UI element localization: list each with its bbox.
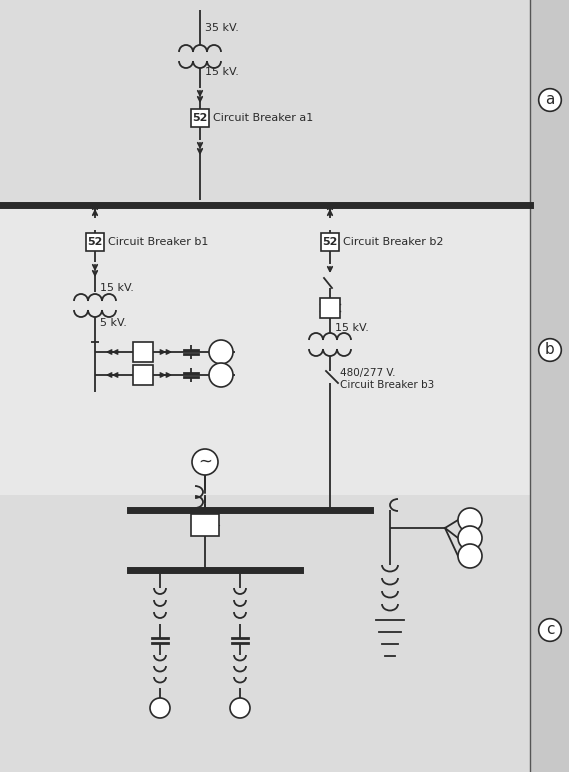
- Circle shape: [209, 340, 233, 364]
- Bar: [321, 233, 339, 251]
- Text: 52: 52: [322, 237, 337, 247]
- Bar: [133, 365, 153, 385]
- Bar: [191, 514, 219, 536]
- Text: 52: 52: [192, 113, 208, 123]
- Text: Circuit Breaker a1: Circuit Breaker a1: [213, 113, 314, 123]
- Text: 15 kV.: 15 kV.: [335, 323, 369, 333]
- Text: b: b: [545, 343, 555, 357]
- Text: 480/277 V.
Circuit Breaker b3: 480/277 V. Circuit Breaker b3: [340, 368, 434, 390]
- Bar: [86, 233, 104, 251]
- Text: c: c: [546, 622, 554, 638]
- Circle shape: [458, 526, 482, 550]
- Text: 35 kV.: 35 kV.: [205, 23, 239, 33]
- Bar: [0, 0, 530, 205]
- Circle shape: [458, 544, 482, 568]
- Circle shape: [209, 363, 233, 387]
- Bar: [0, 205, 530, 495]
- Circle shape: [230, 698, 250, 718]
- Text: Circuit Breaker b1: Circuit Breaker b1: [108, 237, 208, 247]
- Bar: [191, 109, 209, 127]
- Text: 15 kV.: 15 kV.: [205, 67, 239, 77]
- Circle shape: [458, 508, 482, 532]
- Text: Circuit Breaker b2: Circuit Breaker b2: [343, 237, 443, 247]
- Text: 52: 52: [87, 237, 102, 247]
- Circle shape: [150, 698, 170, 718]
- Text: ~: ~: [198, 453, 212, 471]
- Circle shape: [192, 449, 218, 475]
- Text: a: a: [545, 93, 555, 107]
- Bar: [0, 495, 530, 772]
- Bar: [320, 298, 340, 318]
- Text: 15 kV.: 15 kV.: [100, 283, 134, 293]
- Text: 5 kV.: 5 kV.: [100, 318, 127, 328]
- Bar: [133, 342, 153, 362]
